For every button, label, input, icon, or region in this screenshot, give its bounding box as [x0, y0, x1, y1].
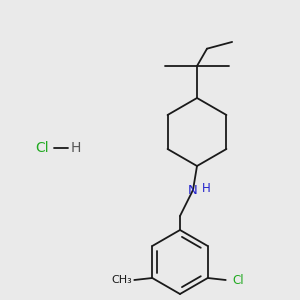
Text: H: H	[71, 141, 81, 155]
Text: Cl: Cl	[233, 274, 244, 286]
Text: H: H	[202, 182, 210, 196]
Text: CH₃: CH₃	[112, 275, 132, 285]
Text: Cl: Cl	[35, 141, 49, 155]
Text: N: N	[188, 184, 198, 196]
